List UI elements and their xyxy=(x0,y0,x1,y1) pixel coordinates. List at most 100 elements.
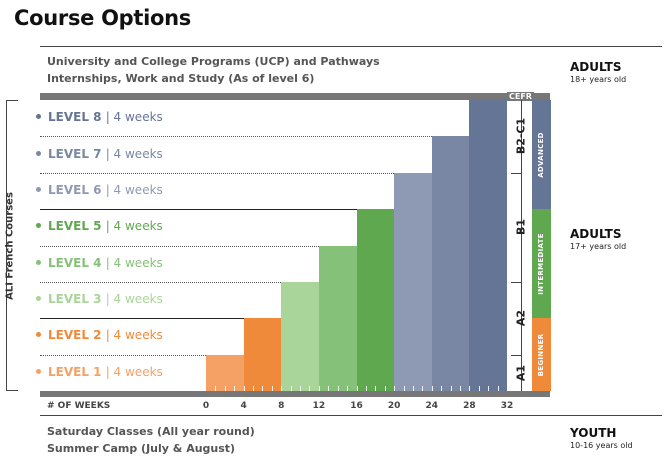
level-label: LEVEL 8 | 4 weeks xyxy=(36,110,163,124)
level-name: LEVEL 8 xyxy=(48,110,106,125)
level-name: LEVEL 1 xyxy=(48,364,106,379)
week-tick xyxy=(469,386,471,391)
level-label: LEVEL 2 | 4 weeks xyxy=(36,328,163,342)
week-tick xyxy=(328,386,330,391)
week-tick xyxy=(459,386,461,391)
bottom-program-line-1: Saturday Classes (All year round) xyxy=(47,425,255,438)
level-label: LEVEL 7 | 4 weeks xyxy=(36,147,163,161)
axis-tick-label: 0 xyxy=(202,401,210,411)
week-tick xyxy=(224,386,226,391)
axis-label: # OF WEEKS xyxy=(47,401,111,411)
axis-tick-label: 12 xyxy=(312,401,326,411)
week-tick xyxy=(243,386,245,391)
level-duration: | 4 weeks xyxy=(105,146,163,161)
level-dot xyxy=(36,259,41,265)
week-tick xyxy=(337,386,339,391)
level-name: LEVEL 3 xyxy=(48,292,106,307)
week-tick xyxy=(412,386,414,391)
row-separator xyxy=(40,136,432,138)
cefr-rule xyxy=(521,100,522,391)
cefr-level-label: B2-C1 xyxy=(514,118,528,155)
cefr-level-label: B1 xyxy=(514,219,528,236)
level-dot xyxy=(36,332,41,338)
level-name: LEVEL 7 xyxy=(48,146,106,161)
week-tick xyxy=(403,386,405,391)
top-grey-bar xyxy=(40,93,550,100)
week-tick xyxy=(318,386,320,391)
axis-tick-label: 28 xyxy=(463,401,476,411)
week-tick xyxy=(290,386,292,391)
week-tick xyxy=(347,386,349,391)
top-program-line-2: Internships, Work and Study (As of level… xyxy=(47,72,315,85)
bottom-grey-bar xyxy=(40,391,550,397)
axis-tick-label: 4 xyxy=(240,401,247,411)
top-audience: ADULTS xyxy=(570,60,622,74)
axis-tick-label: 32 xyxy=(500,401,514,411)
week-tick xyxy=(441,386,443,391)
week-tick xyxy=(215,386,217,391)
level-duration: | 4 weeks xyxy=(105,328,163,343)
level-duration: | 4 weeks xyxy=(105,219,163,234)
cefr-level-label: A1 xyxy=(514,364,528,381)
week-tick xyxy=(384,386,386,391)
level-label: LEVEL 6 | 4 weeks xyxy=(36,183,163,197)
level-band-label: ADVANCED xyxy=(537,131,545,178)
week-tick xyxy=(450,386,452,391)
level-label: LEVEL 3 | 4 weeks xyxy=(36,292,163,306)
level-band xyxy=(532,318,551,391)
level-dot xyxy=(36,223,41,229)
level-label: LEVEL 5 | 4 weeks xyxy=(36,219,163,233)
page-title: Course Options xyxy=(14,6,191,30)
row-separator xyxy=(40,172,395,174)
week-tick xyxy=(356,386,358,391)
week-tick xyxy=(253,386,255,391)
level-duration: | 4 weeks xyxy=(105,110,163,125)
week-tick xyxy=(497,386,499,391)
cefr-level-label: A2 xyxy=(514,310,528,327)
row-separator xyxy=(40,245,319,247)
level-duration: | 4 weeks xyxy=(105,292,163,307)
level-band xyxy=(532,209,551,319)
week-tick xyxy=(478,386,480,391)
axis-tick-label: 24 xyxy=(425,401,439,411)
week-tick xyxy=(234,386,236,391)
week-tick xyxy=(309,386,311,391)
cefr-boundary xyxy=(511,281,521,283)
level-dot xyxy=(36,114,41,120)
week-tick xyxy=(431,386,433,391)
level-dot xyxy=(36,368,41,374)
bottom-program-line-2: Summer Camp (July & August) xyxy=(47,442,236,455)
bottom-divider xyxy=(40,415,662,416)
week-tick xyxy=(394,386,396,391)
level-band xyxy=(532,100,551,210)
level-dot xyxy=(36,150,41,156)
row-separator xyxy=(40,318,244,320)
level-label: LEVEL 4 | 4 weeks xyxy=(36,256,163,270)
cefr-boundary xyxy=(511,354,521,356)
bottom-audience-sub: 10-16 years old xyxy=(570,441,633,450)
top-divider xyxy=(40,46,662,47)
level-duration: | 4 weeks xyxy=(105,255,163,270)
axis-tick-label: 16 xyxy=(350,401,363,411)
week-tick xyxy=(300,386,302,391)
week-tick xyxy=(271,386,273,391)
middle-audience-sub: 17+ years old xyxy=(570,242,627,251)
row-separator xyxy=(40,281,282,283)
level-duration: | 4 weeks xyxy=(105,182,163,197)
middle-audience: ADULTS xyxy=(570,227,622,241)
week-tick xyxy=(262,386,264,391)
week-tick xyxy=(365,386,367,391)
week-tick xyxy=(375,386,377,391)
level-name: LEVEL 5 xyxy=(48,219,106,234)
level-name: LEVEL 4 xyxy=(48,255,106,270)
courses-bracket xyxy=(6,100,18,391)
level-bar xyxy=(469,100,507,391)
bottom-audience: YOUTH xyxy=(570,426,617,440)
row-separator xyxy=(40,209,357,211)
top-program-line-1: University and College Programs (UCP) an… xyxy=(47,55,380,68)
cefr-header: CEFR xyxy=(507,92,534,101)
level-dot xyxy=(36,186,41,192)
level-name: LEVEL 6 xyxy=(48,182,106,197)
level-label: LEVEL 1 | 4 weeks xyxy=(36,365,163,379)
